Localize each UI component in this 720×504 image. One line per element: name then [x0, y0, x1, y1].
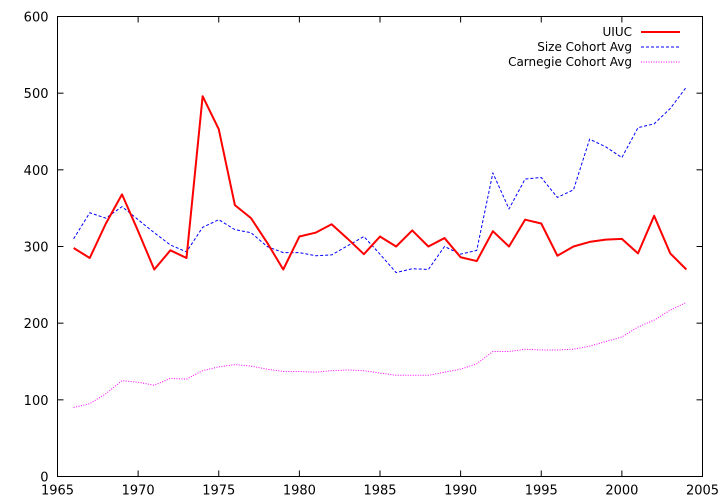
legend-label: Carnegie Cohort Avg [508, 55, 632, 69]
y-tick-label: 400 [24, 164, 49, 179]
y-tick-label: 500 [24, 87, 49, 102]
series-line-size-cohort-avg [73, 86, 687, 274]
series-layer [73, 86, 688, 408]
legend-label: UIUC [603, 25, 632, 39]
y-tick-label: 200 [24, 317, 49, 332]
x-tick-label: 1985 [363, 484, 396, 499]
y-tick-label: 100 [24, 394, 49, 409]
y-tick-label: 300 [24, 241, 49, 256]
legend-label: Size Cohort Avg [537, 40, 632, 54]
x-tick-label: 1980 [283, 484, 316, 499]
x-tick-label: 2005 [686, 484, 719, 499]
series-line-carnegie-cohort-avg [73, 302, 687, 408]
x-tick-label: 1975 [202, 484, 235, 499]
x-tick-label: 1990 [444, 484, 477, 499]
x-tick-label: 1970 [122, 484, 155, 499]
x-tick-label: 1965 [41, 484, 74, 499]
y-tick-label: 0 [40, 471, 48, 486]
y-tick-label: 600 [24, 11, 49, 26]
x-tick-label: 2000 [605, 484, 638, 499]
series-line-uiuc [73, 95, 688, 271]
plot-frame [57, 16, 703, 477]
x-tick-label: 1995 [525, 484, 558, 499]
y-axis: 0 100 200 300 400 500 600 [24, 11, 703, 486]
x-axis: 1965 1970 1975 1980 1985 1990 1995 2000 2005 [41, 16, 719, 499]
